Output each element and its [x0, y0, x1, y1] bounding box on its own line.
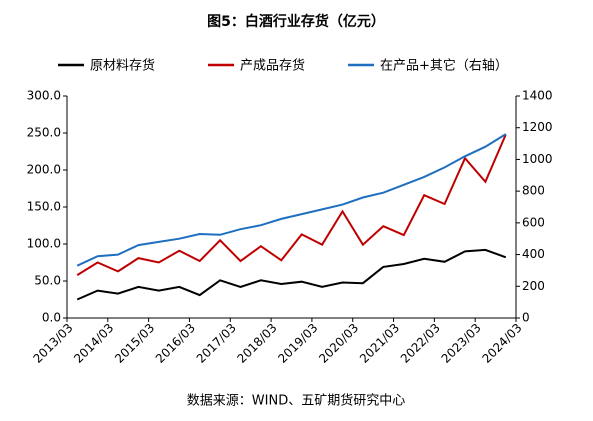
- y2-tick-label: 1400: [522, 89, 553, 103]
- x-tick-label: 2018/03: [235, 321, 280, 366]
- x-tick-label: 2016/03: [153, 321, 198, 366]
- x-tick-label: 2021/03: [357, 321, 402, 366]
- x-tick-label: 2014/03: [71, 321, 116, 366]
- x-tick-label: 2024/03: [479, 321, 524, 366]
- source-note: 数据来源：WIND、五矿期货研究中心: [187, 393, 405, 409]
- y2-tick-label: 1000: [522, 152, 553, 166]
- y2-tick-label: 0: [522, 311, 530, 325]
- y-tick-label: 0.0: [42, 311, 61, 325]
- y-tick-label: 250.0: [27, 126, 61, 140]
- y-tick-label: 200.0: [27, 163, 61, 177]
- legend-text: 产成品存货: [240, 58, 305, 74]
- chart-title: 图5：白酒行业存货（亿元）: [207, 13, 385, 30]
- legend-text: 原材料存货: [90, 58, 155, 74]
- x-tick-label: 2019/03: [275, 321, 320, 366]
- series-line: [76, 133, 507, 267]
- series-line: [76, 248, 507, 301]
- x-tick-label: 2020/03: [316, 321, 361, 366]
- x-tick-label: 2017/03: [194, 321, 239, 366]
- x-tick-label: 2015/03: [112, 321, 157, 366]
- y-tick-label: 150.0: [27, 200, 61, 214]
- series-line: [76, 134, 507, 276]
- y2-tick-label: 800: [522, 184, 545, 198]
- legend-text: 在产品+其它（右轴）: [380, 58, 508, 74]
- y-tick-label: 50.0: [34, 274, 61, 288]
- y2-tick-label: 600: [522, 215, 545, 229]
- y2-tick-label: 400: [522, 247, 545, 261]
- y-tick-label: 300.0: [27, 89, 61, 103]
- y-tick-label: 100.0: [27, 237, 61, 251]
- x-tick-label: 2022/03: [398, 321, 443, 366]
- y2-tick-label: 1200: [522, 120, 553, 134]
- x-tick-label: 2013/03: [30, 321, 75, 366]
- y2-tick-label: 200: [522, 279, 545, 293]
- x-tick-label: 2023/03: [439, 321, 484, 366]
